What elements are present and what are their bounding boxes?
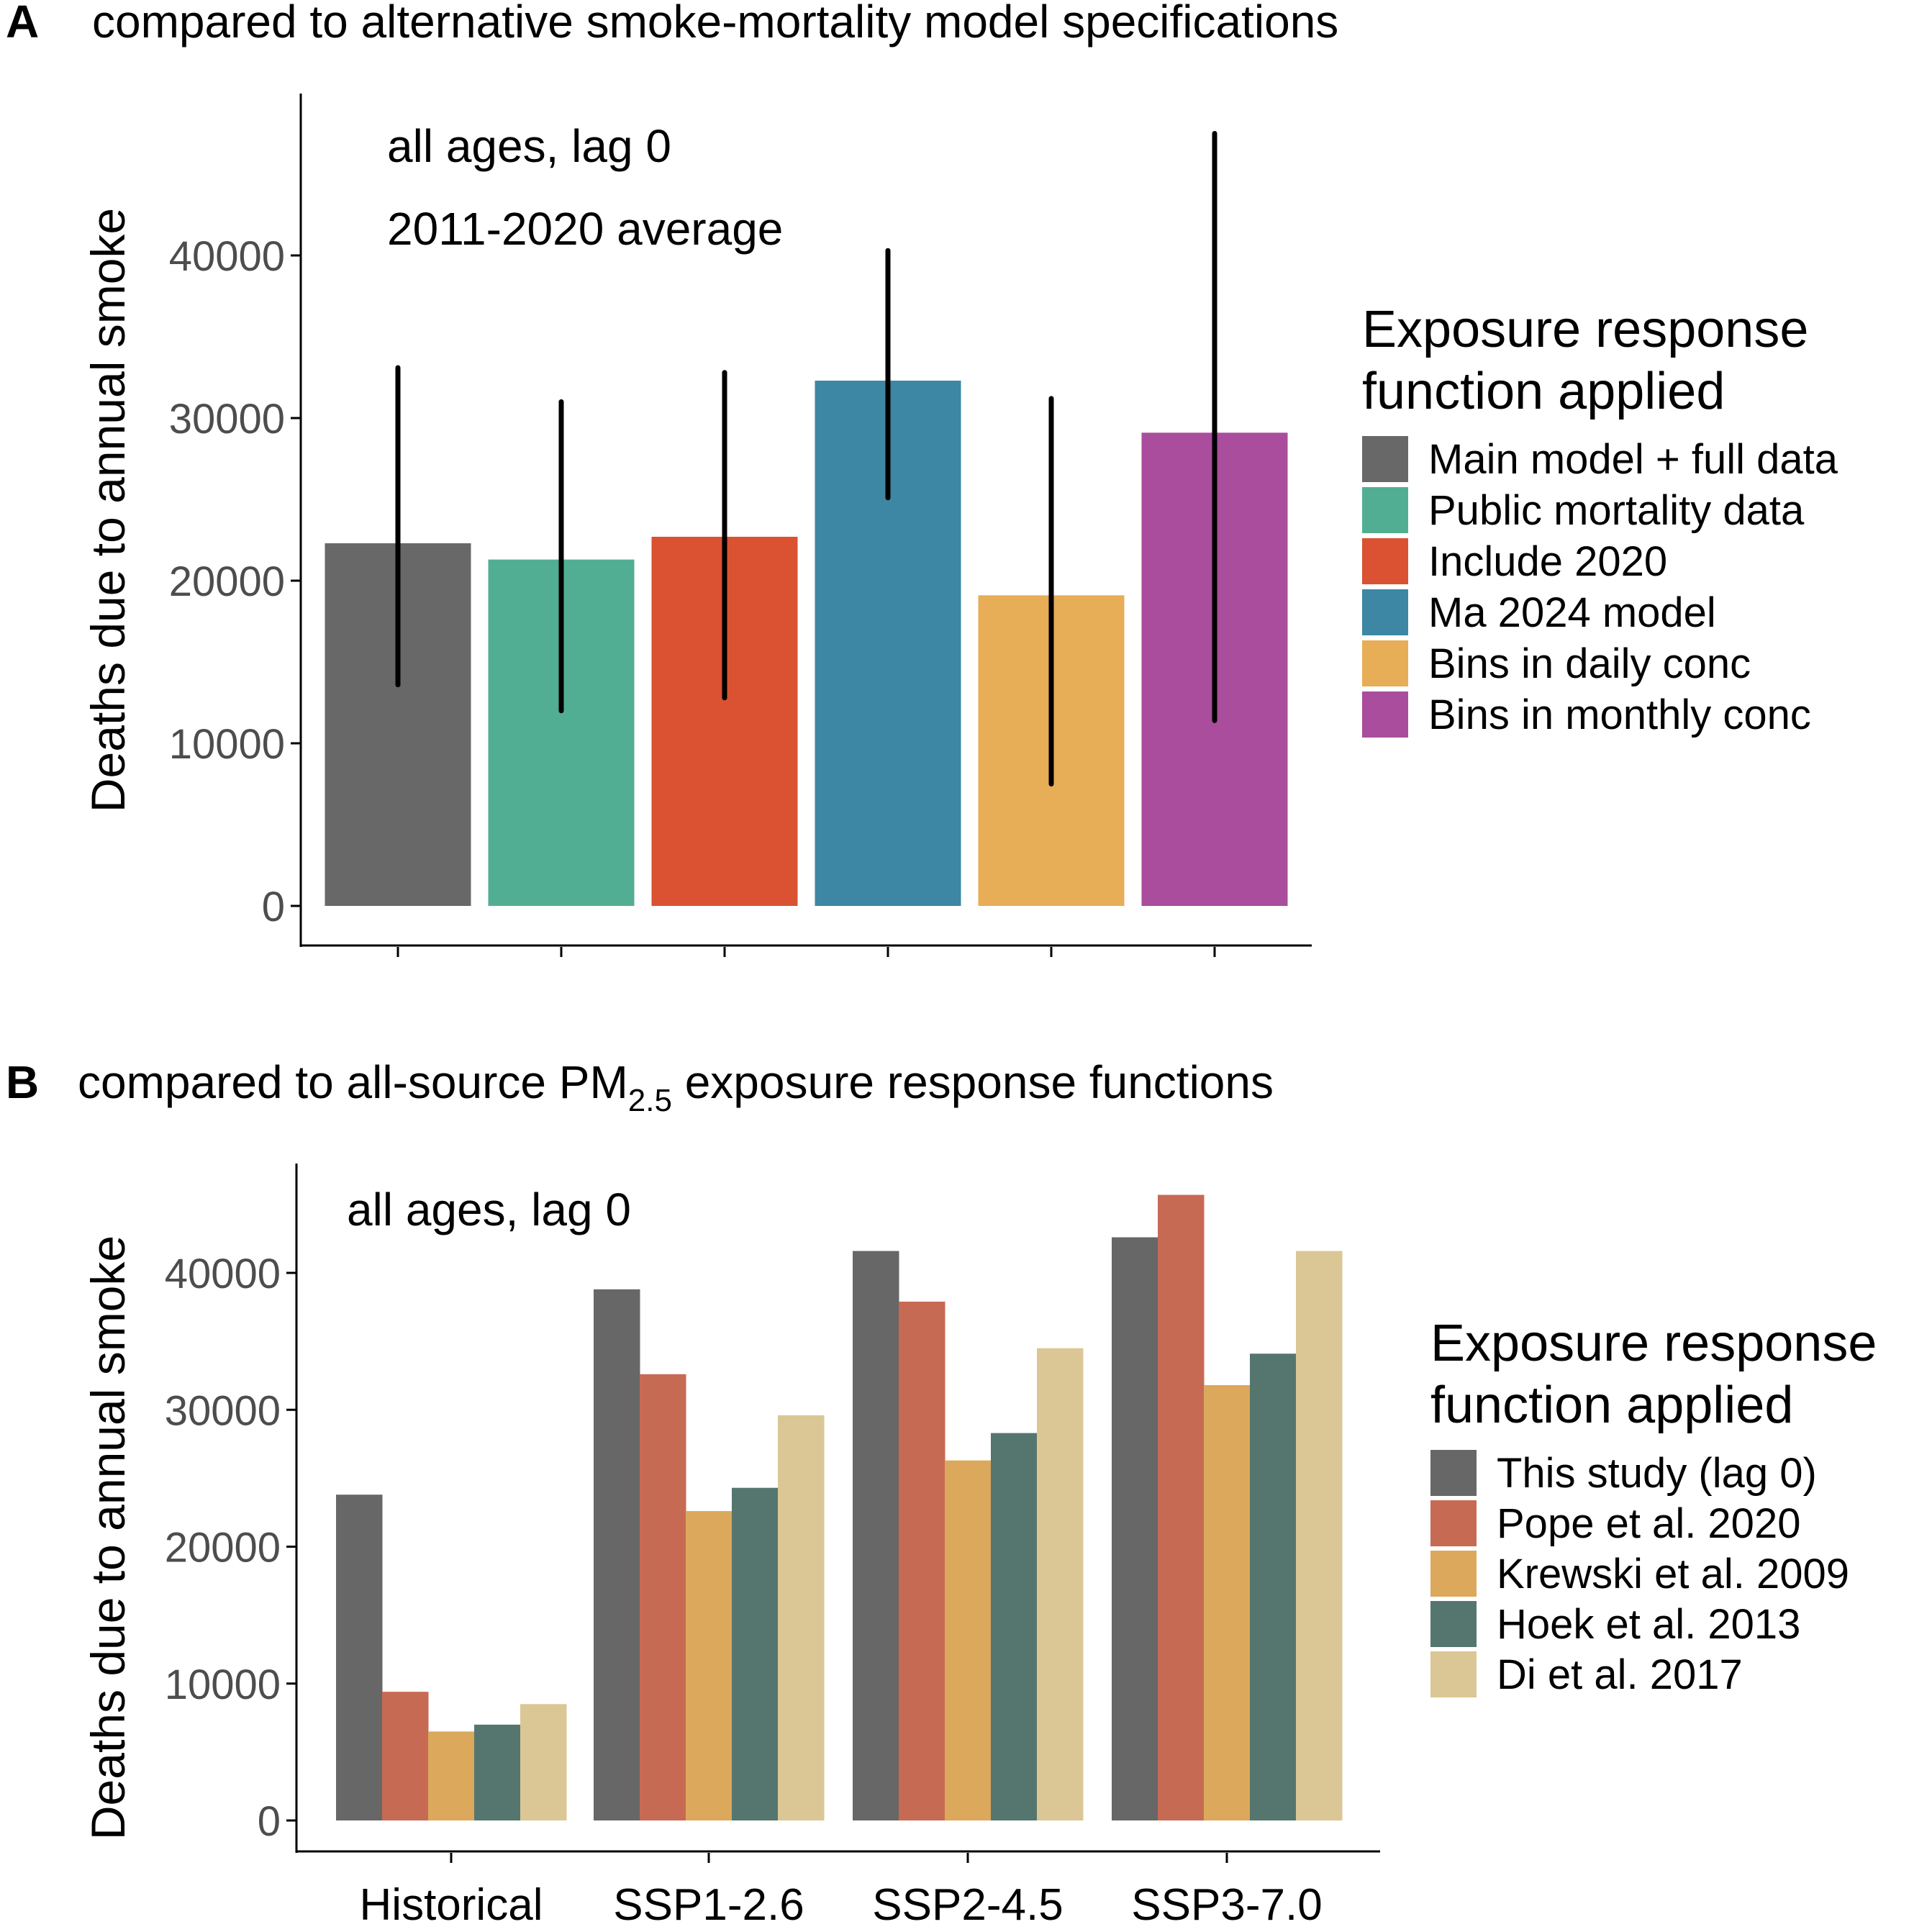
panel-b-legend-label: This study (lag 0) xyxy=(1497,1450,1817,1497)
panel-a-annotation-ages: all ages, lag 0 xyxy=(387,120,671,172)
panel-a-legend-label: Ma 2024 model xyxy=(1428,589,1716,636)
panel-a-annotation-period: 2011-2020 average xyxy=(387,203,783,255)
panel-b-legend-swatch xyxy=(1430,1500,1477,1546)
panel-b-y-tick-label: 20000 xyxy=(165,1525,281,1572)
panel-b-bars xyxy=(336,1194,1343,1820)
panel-a-bars xyxy=(325,381,1288,957)
panel-b-y-tick-label: 40000 xyxy=(165,1251,281,1297)
panel-b-bar xyxy=(899,1301,945,1820)
panel-a-letter: A xyxy=(6,0,39,47)
panel-b-bar xyxy=(1250,1353,1297,1820)
panel-b-legend-label: Di et al. 2017 xyxy=(1497,1651,1743,1698)
panel-b-x-tick-label: Historical xyxy=(360,1880,543,1928)
panel-a-legend-title-2: function applied xyxy=(1362,363,1725,420)
panel-b-title-subscript: 2.5 xyxy=(628,1083,672,1118)
panel-b-bar xyxy=(1296,1251,1343,1820)
panel-b-title-prefix: compared to all-source PM xyxy=(78,1056,628,1108)
panel-b-bar xyxy=(382,1692,429,1820)
panel-b-letter: B xyxy=(6,1056,39,1108)
panel-a-y-ticks: 0 10000 20000 30000 40000 xyxy=(169,233,301,930)
panel-a-legend-label: Public mortality data xyxy=(1428,487,1805,534)
panel-b-legend: This study (lag 0)Pope et al. 2020Krewsk… xyxy=(1430,1450,1849,1698)
panel-b-legend-swatch xyxy=(1430,1450,1477,1496)
panel-a-error-bars xyxy=(395,131,1217,786)
panel-a-y-tick-label: 40000 xyxy=(169,233,285,280)
panel-a-legend-swatch xyxy=(1362,640,1408,686)
panel-a-legend-swatch xyxy=(1362,691,1408,738)
panel-b-bar xyxy=(686,1511,733,1820)
panel-b-x-tick-label: SSP3-7.0 xyxy=(1131,1880,1322,1928)
panel-b-bar xyxy=(336,1495,383,1820)
panel-a-legend-swatch xyxy=(1362,589,1408,635)
panel-b-y-tick-label: 0 xyxy=(258,1798,281,1845)
panel-b-legend-swatch xyxy=(1430,1651,1477,1697)
panel-a-legend-label: Bins in monthly conc xyxy=(1428,691,1811,738)
panel-a-y-tick-label: 10000 xyxy=(169,721,285,768)
panel-b-bar xyxy=(1112,1237,1158,1820)
panel-a-title: compared to alternative smoke-mortality … xyxy=(92,0,1338,47)
panel-b-x-ticks: Historical SSP1-2.6 SSP2-4.5 SSP3-7.0 xyxy=(360,1853,1323,1930)
panel-b-bar xyxy=(991,1433,1038,1820)
panel-b-y-axis-label: Deaths due to annual smoke xyxy=(81,1235,135,1840)
panel-b-bar xyxy=(1158,1194,1205,1820)
panel-b-legend-title-2: function applied xyxy=(1430,1377,1793,1434)
panel-b-bar xyxy=(853,1251,899,1820)
panel-b-legend-label: Pope et al. 2020 xyxy=(1497,1500,1800,1547)
panel-b-title-suffix: exposure response functions xyxy=(672,1056,1274,1108)
panel-b-bar xyxy=(732,1487,779,1820)
panel-b-bar xyxy=(520,1704,567,1820)
panel-b-bar xyxy=(594,1289,640,1820)
panel-b-legend-swatch xyxy=(1430,1601,1477,1647)
panel-b-legend-label: Hoek et al. 2013 xyxy=(1497,1601,1800,1648)
panel-b-y-tick-label: 10000 xyxy=(165,1661,281,1708)
panel-a-legend-swatch xyxy=(1362,538,1408,584)
panel-b-bar xyxy=(640,1374,686,1820)
panel-b-legend-swatch xyxy=(1430,1551,1477,1597)
panel-b-title: compared to all-source PM2.5 exposure re… xyxy=(78,1056,1274,1118)
panel-b-bar xyxy=(778,1415,825,1820)
panel-b-bar xyxy=(474,1724,521,1820)
panel-b-y-tick-label: 30000 xyxy=(165,1387,281,1434)
panel-b-bar xyxy=(1037,1348,1084,1820)
panel-a-y-tick-label: 0 xyxy=(262,884,285,930)
panel-a-legend-swatch xyxy=(1362,436,1408,482)
panel-b-bar xyxy=(428,1731,475,1820)
panel-a-legend-label: Bins in daily conc xyxy=(1428,640,1751,687)
panel-b-annotation-ages: all ages, lag 0 xyxy=(347,1184,631,1235)
panel-a-y-tick-label: 30000 xyxy=(169,396,285,443)
panel-a-y-tick-label: 20000 xyxy=(169,558,285,605)
panel-b-x-tick-label: SSP1-2.6 xyxy=(613,1880,804,1928)
panel-a-legend-swatch xyxy=(1362,487,1408,533)
panel-b-legend-title-1: Exposure response xyxy=(1430,1315,1877,1372)
panel-b-x-tick-label: SSP2-4.5 xyxy=(872,1880,1063,1928)
panel-b-legend-label: Krewski et al. 2009 xyxy=(1497,1551,1849,1597)
panel-a-y-axis-label: Deaths due to annual smoke xyxy=(81,208,135,812)
panel-a-legend-label: Main model + full data xyxy=(1428,436,1838,483)
panel-a-legend-label: Include 2020 xyxy=(1428,538,1667,585)
panel-b-bar xyxy=(1204,1385,1251,1820)
panel-a-legend-title-1: Exposure response xyxy=(1362,301,1808,358)
panel-b-y-ticks: 0 10000 20000 30000 40000 xyxy=(165,1251,296,1845)
panel-b-bar xyxy=(945,1460,992,1820)
